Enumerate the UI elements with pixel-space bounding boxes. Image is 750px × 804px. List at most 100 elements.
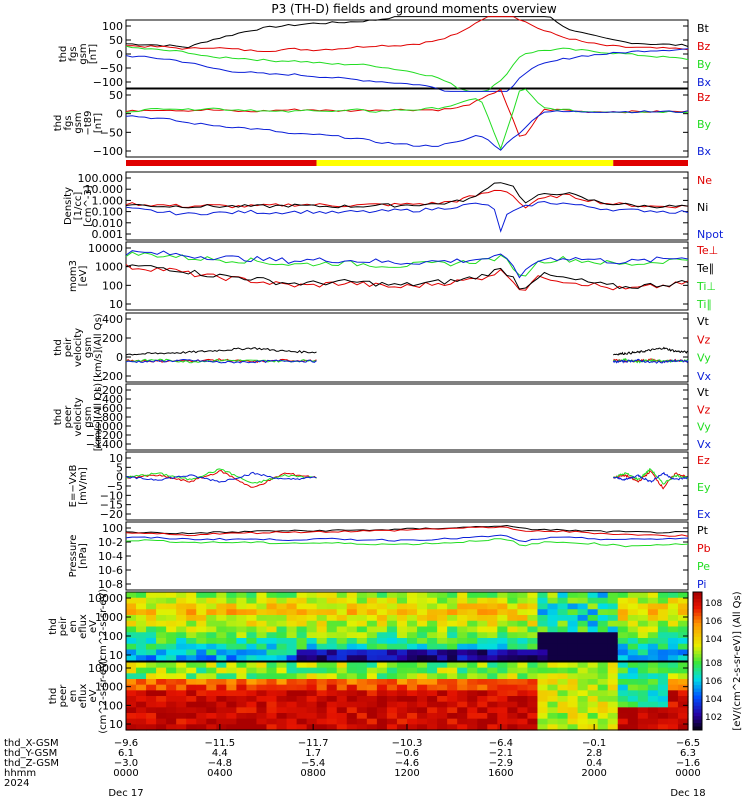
spectrogram-cell	[286, 667, 298, 674]
spectrogram-cell	[366, 667, 378, 674]
y-tick-label: 10000	[88, 242, 123, 255]
spectrogram-cell	[296, 701, 308, 708]
spectrogram-cell	[366, 649, 378, 656]
panel-frame	[125, 383, 689, 451]
y-axis-label-line: gsm	[78, 43, 89, 64]
spectrogram-cell	[517, 707, 529, 714]
spectrogram-cell	[537, 603, 549, 610]
spectrogram-cell	[587, 701, 599, 708]
spectrogram-cell	[286, 696, 298, 703]
spectrogram-cell	[336, 592, 348, 599]
spectrogram-cell	[527, 592, 539, 599]
spectrogram-cell	[386, 724, 398, 731]
spectrogram-cell	[126, 679, 137, 686]
legend-ex-label: Ex	[697, 508, 711, 521]
colorbar-swatch	[693, 661, 702, 665]
spectrogram-cell	[597, 696, 609, 703]
spectrogram-cell	[587, 662, 599, 669]
spectrogram-cell	[627, 626, 639, 633]
spectrogram-cell	[417, 690, 428, 697]
x-tick-label: −6.5	[676, 738, 700, 749]
y-axis-label-line: fgs	[68, 46, 79, 61]
spectrogram-cell	[627, 673, 639, 680]
spectrogram-cell	[386, 638, 398, 645]
spectrogram-cell	[276, 690, 288, 697]
spectrogram-cell	[386, 662, 398, 669]
spectrogram-cell	[176, 662, 187, 669]
spectrogram-cell	[166, 597, 177, 605]
spectrogram-cell	[286, 713, 298, 720]
spectrogram-cell	[346, 673, 358, 680]
spectrogram-cell	[597, 597, 609, 605]
spectrogram-cell	[577, 667, 589, 674]
spectrogram-cell	[186, 707, 197, 714]
y-tick-label: 1000	[95, 611, 123, 624]
spectrogram-cell	[437, 632, 448, 639]
spectrogram-cell	[386, 615, 398, 622]
spectrogram-cell	[246, 609, 258, 616]
spectrogram-cell	[366, 713, 378, 720]
spectrogram-cell	[136, 679, 147, 686]
spectrogram-cell	[206, 707, 217, 714]
spectrogram-cell	[276, 609, 288, 616]
x-tick-label: 2.8	[586, 748, 602, 759]
spectrogram-cell	[356, 615, 368, 622]
spectrogram-cell	[126, 718, 137, 725]
spectrogram-cell	[657, 701, 669, 708]
y-tick-label: −5	[107, 480, 123, 493]
spectrogram-cell	[236, 724, 248, 731]
spectrogram-cell	[487, 662, 498, 669]
spectrogram-cell	[557, 592, 569, 599]
spectrogram-cell	[346, 701, 358, 708]
spectrogram-cell	[356, 667, 368, 674]
spectrogram-cell	[657, 718, 669, 725]
spectrogram-cell	[617, 667, 629, 674]
spectrogram-cell	[587, 718, 599, 725]
spectrogram-cell	[657, 655, 669, 662]
colorbar-swatch	[693, 592, 702, 596]
spectrogram-cell	[206, 684, 217, 691]
spectrogram-cell	[146, 638, 157, 645]
spectrogram-cell	[366, 632, 378, 639]
spectrogram-cell	[607, 638, 619, 645]
spectrogram-cell	[296, 718, 308, 725]
spectrogram-cell	[196, 679, 207, 686]
spectrogram-cell	[346, 724, 358, 731]
spectrogram-cell	[617, 696, 629, 703]
spectrogram-cell	[467, 724, 478, 731]
y-tick-label: 10-2	[98, 536, 123, 549]
spectrogram-cell	[366, 620, 378, 628]
spectrogram-cell	[417, 679, 428, 686]
spectrogram-cell	[136, 673, 147, 680]
spectrogram-cell	[467, 667, 478, 674]
spectrogram-cell	[597, 713, 609, 720]
y-axis-label-line: thd	[53, 409, 64, 426]
spectrogram-cell	[467, 649, 478, 656]
spectrogram-cell	[677, 684, 689, 691]
spectrogram-cell	[376, 615, 388, 622]
spectrogram-cell	[457, 679, 468, 686]
spectrogram-cell	[136, 649, 147, 656]
spectrogram-cell	[677, 632, 689, 639]
y-tick-label: 1000	[95, 261, 123, 274]
spectrogram-cell	[306, 609, 318, 616]
y-axis-label-line: thd	[53, 115, 64, 132]
spectrogram-cell	[597, 620, 609, 628]
legend-npot-label: Npot	[697, 228, 724, 241]
x-tick-label: 6.3	[680, 748, 696, 759]
spectrogram-cell	[126, 713, 137, 720]
spectrogram-cell	[437, 718, 448, 725]
spectrogram-cell	[447, 684, 458, 691]
y-tick-label: 0.100	[92, 206, 124, 219]
series-by-line	[125, 88, 689, 151]
spectrogram-cell	[266, 643, 278, 651]
spectrogram-cell	[196, 632, 207, 639]
spectrogram-cell	[527, 707, 539, 714]
y-tick-label: 10000	[88, 662, 123, 675]
spectrogram-cell	[206, 673, 217, 680]
spectrogram-cell	[276, 615, 288, 622]
spectrogram-cell	[617, 701, 629, 708]
spectrogram-cell	[557, 679, 569, 686]
spectrogram-cell	[296, 655, 308, 662]
spectrogram-cell	[587, 638, 599, 645]
